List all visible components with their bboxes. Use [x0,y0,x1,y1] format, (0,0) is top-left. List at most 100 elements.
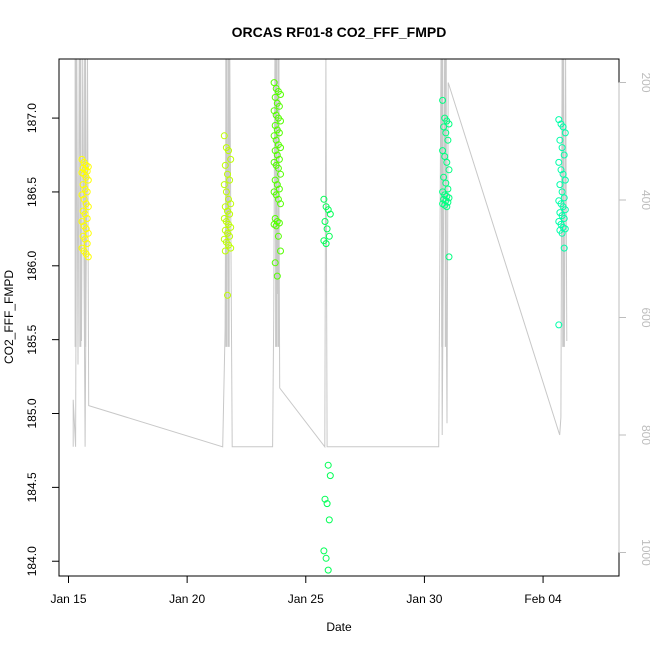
data-point-rf06 [555,158,563,166]
data-point-rf06 [558,229,566,237]
data-point-rf04 [324,461,332,469]
data-point-rf04 [326,472,334,480]
y2-tick-label: 600 [639,307,650,327]
data-point-rf03 [277,200,284,208]
data-point-rf03 [277,117,284,125]
data-point-rf01 [84,253,92,261]
y2-tick-label: 400 [639,190,650,210]
data-point-rf05 [439,96,447,104]
data-point-rf03 [270,220,278,228]
data-point-rf02 [221,247,229,255]
y2-tick-label: 800 [639,425,650,445]
data-point-rf06 [555,116,563,124]
data-point-rf03 [275,129,283,137]
data-point-rf05 [439,147,447,155]
data-point-rf01 [83,240,91,248]
data-point-rf05 [445,253,453,261]
data-point-rf02 [225,147,232,155]
data-point-rf01 [81,235,89,243]
data-point-rf03 [270,79,278,87]
data-point-rf04 [321,495,329,503]
altitude-trace [72,58,568,449]
data-point-rf06 [560,194,568,202]
altitude-line [72,58,568,449]
data-point-rf03 [272,191,280,199]
data-point-rf04 [325,232,333,240]
data-point-rf02 [227,155,235,163]
chart-title: ORCAS RF01-8 CO2_FFF_FMPD [232,24,447,40]
data-point-rf03 [277,91,284,98]
data-point-rf05 [445,166,453,174]
y2-tick-label: 200 [639,72,650,92]
data-point-rf02 [221,203,229,211]
y-tick-label: 184.0 [25,546,39,576]
data-point-rf06 [561,206,569,214]
data-point-rf01 [78,218,86,225]
data-point-rf05 [443,158,451,166]
data-point-rf06 [556,136,564,144]
data-point-rf06 [556,181,564,189]
data-point-rf03 [275,102,283,110]
data-point-rf05 [445,120,453,128]
data-point-rf03 [275,185,283,193]
data-point-rf02 [220,132,228,140]
data-point-rf02 [226,232,234,240]
data-point-rf03 [277,170,284,178]
data-point-rf03 [274,232,282,240]
data-point-rf06 [557,166,565,174]
data-point-rf05 [444,136,452,144]
data-point-rf01 [78,169,86,177]
y-tick-label: 185.0 [25,398,39,428]
secondary-y-axis: 200 400 600 800 1000 [618,72,650,566]
data-point-rf06 [561,176,569,184]
data-point-rf04 [324,566,332,574]
x-tick-label: Jan 20 [169,592,205,606]
data-points [78,79,569,574]
y-tick-label: 186.0 [25,250,39,280]
data-point-rf05 [440,173,448,181]
data-point-rf04 [320,547,328,555]
x-axis-label: Date [326,620,352,634]
x-tick-label: Jan 25 [288,592,324,606]
y-tick-label: 187.0 [25,103,39,133]
data-point-rf02 [222,188,230,196]
data-point-rf06 [558,144,566,152]
y-axis-label: CO2_FFF_FMPD [2,270,16,364]
y-axis: 184.0 184.5 185.0 185.5 186.0 186.5 187.0 [25,103,60,576]
data-point-rf04 [320,195,328,203]
data-point-rf05 [442,179,450,187]
data-point-rf02 [221,161,229,169]
data-point-rf06 [559,123,567,131]
data-point-rf04 [325,516,333,524]
y-tick-label: 184.5 [25,472,39,502]
data-point-rf02 [226,176,234,184]
data-point-rf01 [82,225,90,233]
data-point-rf01 [83,188,91,196]
y-tick-label: 186.5 [25,177,39,207]
data-point-rf04 [322,240,330,248]
data-point-rf02 [227,223,235,231]
data-point-rf06 [560,244,568,252]
data-point-rf03 [273,151,281,159]
data-point-rf05 [443,203,451,211]
x-tick-label: Jan 30 [406,592,442,606]
data-point-rf03 [277,247,284,255]
data-point-rf06 [559,170,567,178]
data-point-rf03 [275,155,283,163]
data-point-rf03 [277,144,284,152]
data-point-rf01 [79,181,87,189]
data-point-rf04 [323,225,331,233]
data-point-rf01 [84,203,92,211]
data-point-rf03 [270,107,278,115]
data-point-rf01 [84,176,92,184]
data-point-rf03 [271,147,279,155]
data-point-rf04 [322,554,330,562]
data-point-rf04 [324,206,332,214]
data-point-rf06 [555,321,563,329]
data-point-rf06 [558,188,566,196]
data-point-rf06 [560,215,568,222]
data-point-rf05 [440,123,448,131]
data-point-rf03 [271,176,279,184]
data-point-rf03 [274,195,282,203]
data-point-rf06 [561,129,569,137]
